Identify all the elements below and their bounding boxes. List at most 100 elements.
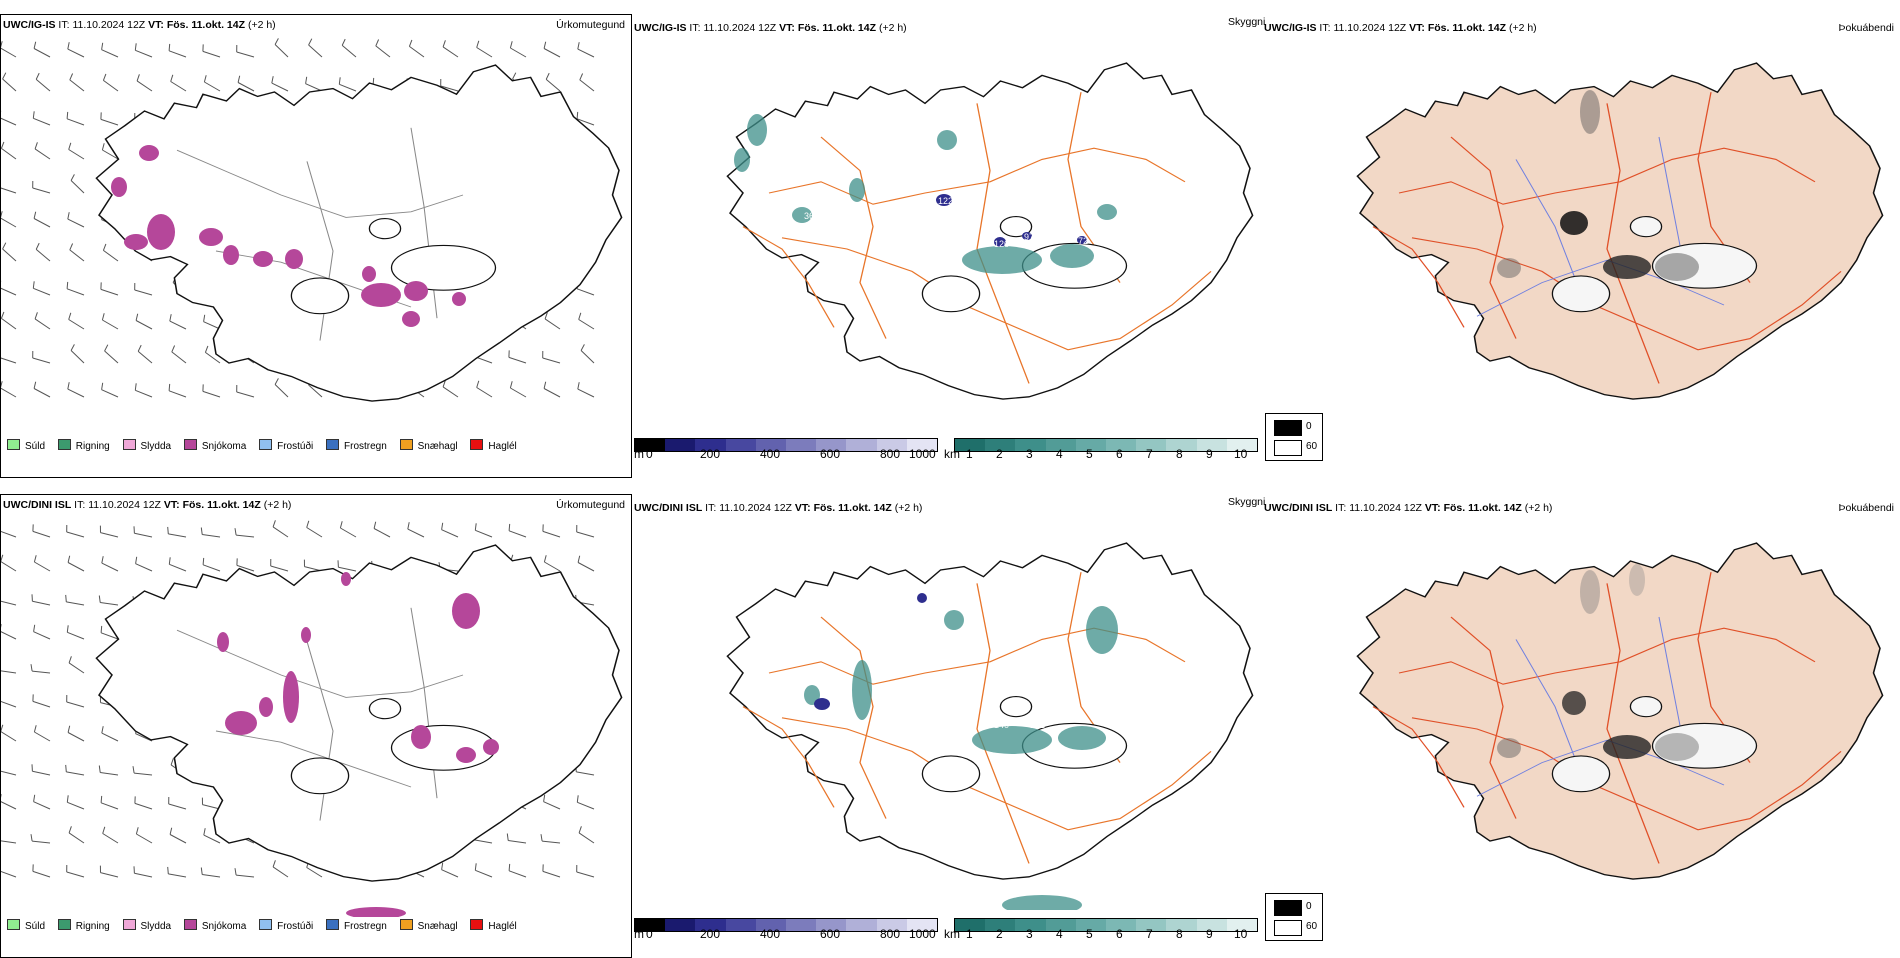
wind-barb — [101, 533, 119, 537]
wind-barb — [544, 389, 560, 398]
wind-barb-feather — [138, 345, 141, 351]
wind-barb — [545, 319, 560, 329]
visibility-map: 365 90 122 126 97 72 — [632, 30, 1262, 430]
fog-panel: UWC/DINI ISL IT: 11.10.2024 12Z VT: Fös.… — [1262, 480, 1900, 950]
legend-label: Slydda — [141, 921, 172, 932]
iceland-outline — [1357, 63, 1882, 399]
wind-barb — [1, 148, 16, 159]
wind-barb — [102, 733, 118, 741]
wind-barb-feather — [67, 625, 68, 632]
legend-label: Slydda — [141, 441, 172, 452]
wind-barb — [68, 733, 84, 742]
wind-barb-feather — [66, 595, 67, 602]
wind-barb-feather — [105, 345, 108, 351]
vis-label: 9 — [897, 694, 902, 704]
legend-swatch — [470, 439, 483, 450]
wind-barb — [103, 834, 118, 844]
wind-barb — [1, 288, 16, 295]
vis-label: 72 — [1078, 236, 1088, 246]
wind-barb — [1, 871, 16, 877]
wind-barb — [236, 535, 254, 537]
wind-barb — [339, 84, 356, 91]
wind-barb — [1, 118, 16, 125]
wind-barb-feather — [442, 863, 443, 870]
wind-barb — [67, 702, 84, 707]
wind-barb-feather — [34, 725, 36, 732]
wind-barb-feather — [68, 42, 69, 49]
wind-barb — [100, 773, 118, 776]
vis-label: 97 — [1024, 232, 1034, 242]
wind-barb — [577, 289, 594, 295]
tick: 800 — [880, 447, 900, 461]
wind-barb — [1, 388, 16, 397]
wind-barb — [202, 535, 220, 538]
wind-barb-feather — [102, 43, 103, 50]
legend-swatch — [123, 439, 136, 450]
legend-swatch — [184, 919, 197, 930]
wind-barb-feather — [578, 42, 579, 49]
wind-barb-feather — [475, 523, 476, 530]
tick: 10 — [1234, 447, 1247, 461]
wind-barb-feather — [579, 826, 581, 833]
wind-barb — [101, 873, 119, 877]
wind-barb — [578, 389, 594, 397]
wind-barb — [33, 118, 50, 125]
wind-barb-feather — [66, 765, 67, 772]
tick: 4 — [1056, 927, 1063, 941]
legend-item: Slydda — [123, 919, 172, 932]
legend-item: Frostregn — [326, 439, 387, 452]
wind-barb — [543, 358, 560, 363]
wind-barb — [67, 802, 84, 809]
wind-barb — [374, 529, 390, 538]
wind-barb — [1, 841, 16, 844]
wind-barb — [33, 288, 50, 295]
wind-barb — [1, 801, 16, 809]
legend-item: Haglél — [470, 919, 516, 932]
wind-barb-feather — [509, 524, 510, 531]
wind-barb — [135, 390, 152, 397]
glacier — [369, 219, 400, 239]
wind-barb — [338, 567, 356, 571]
wind-barb-feather — [272, 76, 273, 83]
iceland-outline — [96, 545, 621, 881]
wind-barb — [68, 563, 84, 572]
wind-barb — [35, 319, 50, 329]
wind-barb — [71, 351, 84, 364]
wind-barb-feather — [309, 39, 312, 45]
wind-barb — [138, 351, 152, 363]
legend-swatch — [1274, 900, 1302, 916]
tick: 1000 — [909, 927, 936, 941]
wind-barb — [509, 531, 526, 537]
wind-barb — [169, 51, 186, 57]
wind-barb — [477, 48, 492, 58]
wind-barb-feather — [1, 142, 4, 149]
wind-barb-feather — [36, 73, 39, 79]
precip-type-panel: UWC/IG-IS IT: 11.10.2024 12Z VT: Fös. 11… — [0, 14, 632, 478]
wind-barb-feather — [136, 827, 138, 834]
wind-barb — [68, 219, 84, 227]
tick: 7 — [1146, 447, 1153, 461]
wind-barb-feather — [36, 243, 39, 249]
wind-barb — [1, 732, 16, 742]
wind-barb-feather — [35, 312, 37, 319]
wind-barb — [578, 563, 594, 572]
legend-label: 0 — [1306, 901, 1312, 912]
wind-barb — [475, 530, 492, 537]
wind-barb-feather — [31, 664, 32, 671]
wind-barb — [342, 45, 356, 57]
wind-barb — [577, 802, 594, 809]
legend-label: Snjókoma — [202, 441, 246, 452]
tick: 10 — [1234, 927, 1247, 941]
legend-label: Haglél — [488, 921, 516, 932]
legend-swatch — [326, 439, 339, 450]
legend-swatch — [326, 919, 339, 930]
product-title: Skyggni — [1228, 16, 1265, 28]
wind-barb — [204, 835, 220, 843]
wind-barb — [33, 188, 50, 193]
wind-barb-feather — [135, 383, 136, 390]
wind-barb — [135, 803, 152, 809]
wind-barb — [136, 834, 152, 843]
tick: 800 — [880, 927, 900, 941]
wind-barb-feather — [1, 725, 3, 732]
wind-barb-feather — [103, 244, 106, 251]
